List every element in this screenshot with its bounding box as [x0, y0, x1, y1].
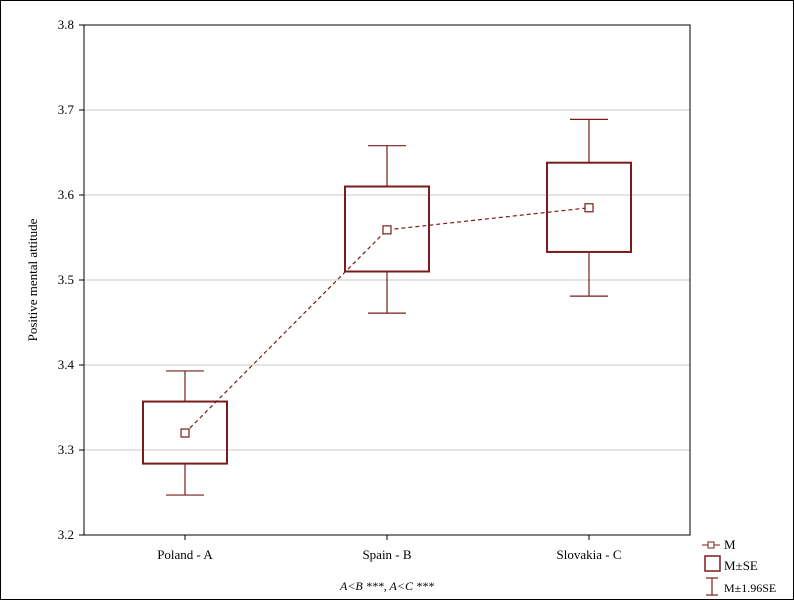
box-layer — [142, 118, 632, 496]
legend-entry: M±1.96SE — [706, 577, 776, 596]
legend-entry: M — [702, 537, 736, 552]
significance-annotation: A<B ***, A<C *** — [339, 579, 434, 593]
category-group — [546, 118, 632, 297]
legend-swatch-marker — [707, 541, 715, 549]
y-ticks: 3.2 3.3 3.4 3.5 3.6 3.7 3.8 — [58, 17, 84, 542]
category-group — [142, 370, 228, 496]
legend-label: M±1.96SE — [724, 581, 776, 595]
category-group — [344, 145, 430, 314]
y-tick-label: 3.3 — [58, 442, 74, 457]
x-tick-label: Slovakia - C — [557, 547, 622, 562]
legend-entry: M±SE — [704, 555, 758, 573]
y-tick-label: 3.4 — [58, 357, 75, 372]
y-tick-label: 3.7 — [58, 102, 75, 117]
se-box — [142, 400, 228, 465]
y-axis-label: Positive mental attitude — [25, 218, 40, 341]
y-tick-label: 3.6 — [58, 187, 75, 202]
mean-marker — [382, 225, 392, 235]
y-tick-label: 3.2 — [58, 527, 74, 542]
x-ticks: Poland - A Spain - B Slovakia - C — [157, 535, 622, 562]
legend: M M±SE M±1.96SE — [702, 537, 776, 596]
y-tick-label: 3.8 — [58, 17, 74, 32]
legend-swatch-box — [704, 555, 721, 572]
x-tick-label: Poland - A — [157, 547, 213, 562]
se-box — [344, 185, 430, 273]
mean-marker — [180, 428, 190, 438]
mean-line — [184, 207, 590, 434]
x-tick-label: Spain - B — [362, 547, 411, 562]
se-box — [546, 161, 632, 253]
mean-marker — [584, 203, 594, 213]
legend-label: M±SE — [724, 558, 758, 573]
legend-label: M — [724, 537, 736, 552]
y-tick-label: 3.5 — [58, 272, 74, 287]
